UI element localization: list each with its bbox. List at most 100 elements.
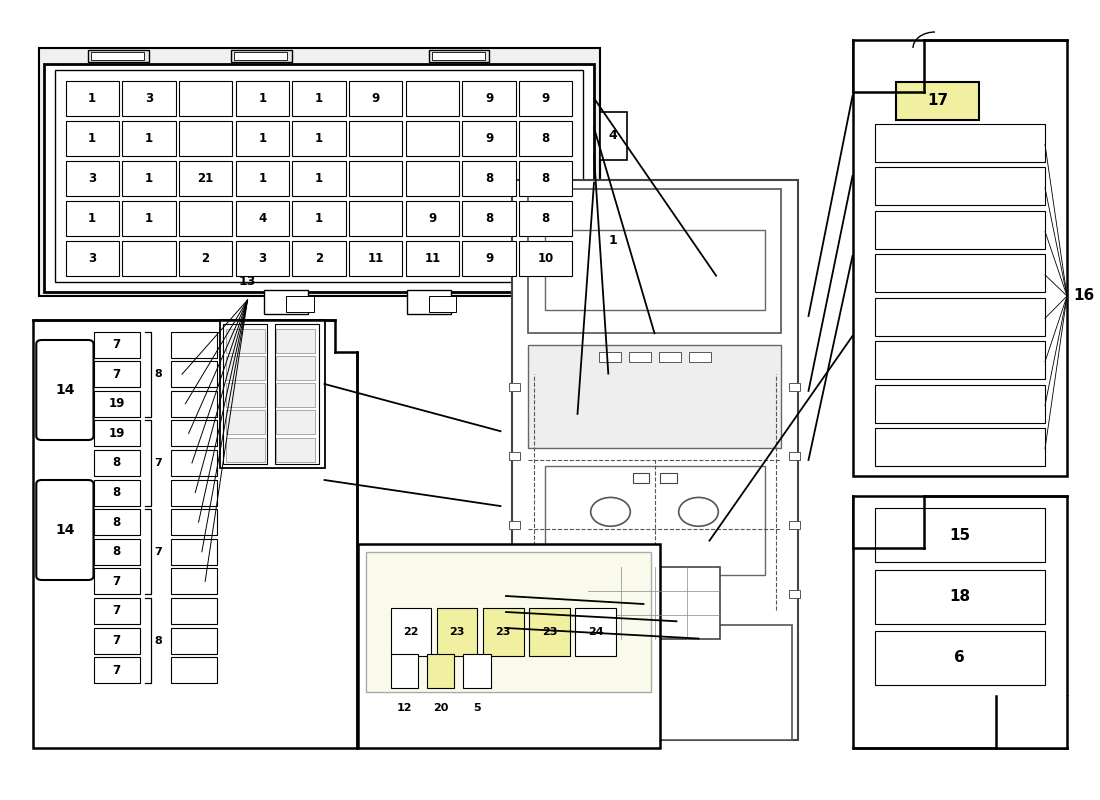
Bar	[94, 390, 140, 417]
Text: 1: 1	[258, 172, 266, 185]
Bar	[358, 544, 660, 748]
Bar	[66, 81, 119, 116]
Text: 7: 7	[112, 368, 121, 381]
Bar	[170, 538, 217, 565]
Text: 18: 18	[949, 589, 970, 604]
Bar	[852, 496, 1067, 748]
Bar	[789, 590, 800, 598]
Bar	[276, 410, 316, 434]
Bar	[689, 353, 711, 362]
Text: 1: 1	[88, 212, 96, 225]
FancyBboxPatch shape	[36, 480, 94, 580]
Bar	[220, 320, 324, 468]
Bar	[170, 509, 217, 535]
Bar	[509, 590, 520, 598]
Text: 9: 9	[541, 92, 550, 106]
Text: 2: 2	[201, 251, 210, 265]
FancyBboxPatch shape	[36, 340, 94, 440]
Bar	[519, 81, 572, 116]
Bar	[94, 361, 140, 387]
Bar	[170, 479, 217, 506]
Text: 1: 1	[145, 132, 153, 145]
Bar	[437, 608, 477, 656]
Text: 5: 5	[473, 703, 481, 713]
Text: 4: 4	[258, 212, 266, 225]
Text: 23: 23	[496, 627, 510, 637]
Text: 19: 19	[109, 398, 124, 410]
Bar	[94, 598, 140, 624]
Bar	[122, 121, 176, 156]
Bar	[509, 383, 520, 391]
Text: 1: 1	[315, 92, 323, 106]
Text: 1: 1	[609, 234, 617, 247]
Bar	[349, 81, 403, 116]
Bar	[94, 331, 140, 358]
Text: 6: 6	[955, 650, 965, 666]
Bar	[349, 241, 403, 276]
Bar	[179, 201, 232, 236]
Text: 20: 20	[433, 703, 448, 713]
Bar	[170, 598, 217, 624]
Bar	[789, 521, 800, 529]
Bar	[235, 201, 289, 236]
Text: 23: 23	[542, 627, 557, 637]
Text: 4: 4	[609, 130, 617, 142]
Text: 7: 7	[154, 458, 163, 468]
Bar	[349, 161, 403, 196]
Bar	[170, 568, 217, 594]
Text: 7: 7	[112, 605, 121, 618]
Bar	[276, 383, 316, 407]
Bar	[874, 631, 1045, 685]
Bar	[122, 241, 176, 276]
Text: 21: 21	[198, 172, 213, 185]
Bar	[462, 121, 516, 156]
Text: 8: 8	[112, 457, 121, 470]
Bar	[462, 201, 516, 236]
Bar	[874, 298, 1045, 336]
Bar	[874, 167, 1045, 206]
Text: 1: 1	[145, 172, 153, 185]
Text: 9: 9	[485, 92, 493, 106]
Text: 1: 1	[315, 212, 323, 225]
Bar	[226, 383, 265, 407]
Bar	[407, 290, 451, 314]
Text: 8: 8	[485, 212, 493, 225]
Bar	[874, 254, 1045, 292]
Text: 22: 22	[403, 627, 419, 637]
Text: 1: 1	[315, 132, 323, 145]
Bar	[427, 654, 454, 688]
Bar	[789, 452, 800, 460]
Bar	[575, 608, 616, 656]
Text: 16: 16	[1072, 289, 1094, 303]
Bar	[94, 538, 140, 565]
Text: 15: 15	[949, 528, 970, 542]
Bar	[235, 241, 289, 276]
Bar	[366, 552, 651, 692]
Bar	[179, 241, 232, 276]
Text: 12: 12	[396, 703, 412, 713]
Bar	[432, 52, 485, 60]
Text: 9: 9	[485, 132, 493, 145]
Text: 13: 13	[239, 275, 256, 288]
Text: 7: 7	[112, 575, 121, 588]
Bar	[660, 474, 676, 483]
Bar	[529, 608, 570, 656]
Bar	[235, 161, 289, 196]
Bar	[406, 81, 459, 116]
Bar	[170, 657, 217, 683]
Text: 24: 24	[587, 627, 604, 637]
Bar	[390, 608, 431, 656]
Bar	[170, 450, 217, 476]
Bar	[463, 654, 491, 688]
Bar	[179, 81, 232, 116]
Bar	[66, 161, 119, 196]
Bar	[462, 161, 516, 196]
Text: 11: 11	[367, 251, 384, 265]
Bar	[406, 161, 459, 196]
Bar	[528, 190, 781, 334]
Bar	[170, 361, 217, 387]
Bar	[33, 320, 358, 748]
Bar	[519, 161, 572, 196]
Text: 1: 1	[258, 132, 266, 145]
Bar	[235, 121, 289, 156]
